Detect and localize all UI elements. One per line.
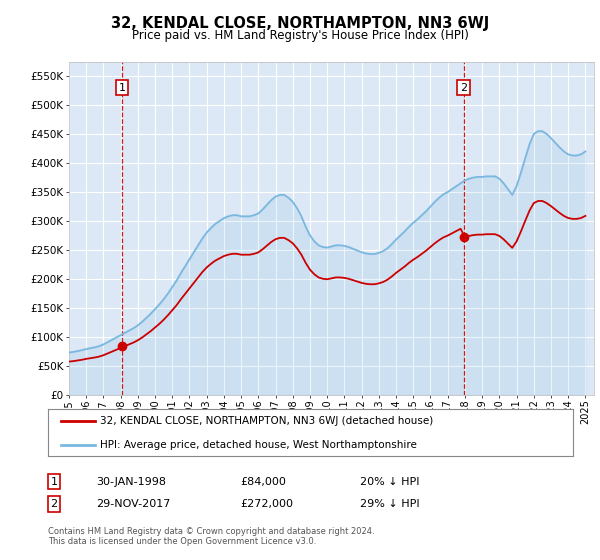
Text: £84,000: £84,000	[240, 477, 286, 487]
Text: 1: 1	[50, 477, 58, 487]
Text: 29-NOV-2017: 29-NOV-2017	[96, 499, 170, 509]
Text: 2: 2	[50, 499, 58, 509]
Text: 32, KENDAL CLOSE, NORTHAMPTON, NN3 6WJ (detached house): 32, KENDAL CLOSE, NORTHAMPTON, NN3 6WJ (…	[101, 416, 434, 426]
Text: 30-JAN-1998: 30-JAN-1998	[96, 477, 166, 487]
Text: 20% ↓ HPI: 20% ↓ HPI	[360, 477, 419, 487]
Text: £272,000: £272,000	[240, 499, 293, 509]
Text: Contains HM Land Registry data © Crown copyright and database right 2024.
This d: Contains HM Land Registry data © Crown c…	[48, 526, 374, 546]
Text: 2: 2	[460, 83, 467, 92]
Text: 32, KENDAL CLOSE, NORTHAMPTON, NN3 6WJ: 32, KENDAL CLOSE, NORTHAMPTON, NN3 6WJ	[111, 16, 489, 31]
Text: HPI: Average price, detached house, West Northamptonshire: HPI: Average price, detached house, West…	[101, 440, 418, 450]
Text: 1: 1	[119, 83, 125, 92]
Text: Price paid vs. HM Land Registry's House Price Index (HPI): Price paid vs. HM Land Registry's House …	[131, 29, 469, 42]
Text: 29% ↓ HPI: 29% ↓ HPI	[360, 499, 419, 509]
